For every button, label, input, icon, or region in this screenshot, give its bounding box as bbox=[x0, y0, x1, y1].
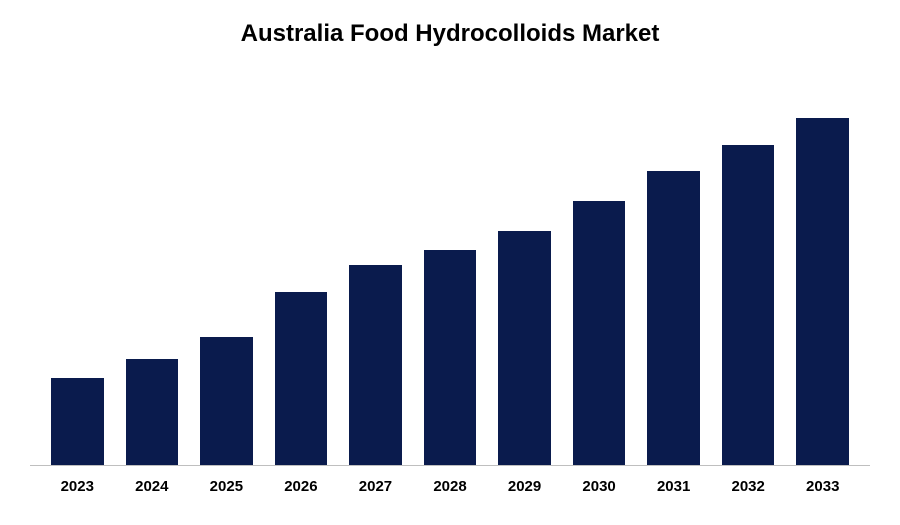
x-axis-label: 2027 bbox=[349, 478, 402, 495]
chart-title: Australia Food Hydrocolloids Market bbox=[30, 20, 870, 48]
chart-container: Australia Food Hydrocolloids Market 2023… bbox=[0, 0, 900, 525]
bar bbox=[126, 359, 179, 465]
x-axis-label: 2029 bbox=[498, 478, 551, 495]
x-axis-label: 2024 bbox=[126, 478, 179, 495]
x-axis-label: 2033 bbox=[796, 478, 849, 495]
x-axis-label: 2025 bbox=[200, 478, 253, 495]
labels-area: 2023 2024 2025 2026 2027 2028 2029 2030 2031 2032… bbox=[30, 466, 870, 495]
bar bbox=[722, 145, 775, 465]
bar bbox=[200, 337, 253, 465]
x-axis-label: 2028 bbox=[424, 478, 477, 495]
bar bbox=[349, 265, 402, 465]
x-axis-label: 2026 bbox=[275, 478, 328, 495]
bar bbox=[647, 171, 700, 465]
x-axis-label: 2031 bbox=[647, 478, 700, 495]
bar bbox=[498, 231, 551, 465]
x-axis-label: 2030 bbox=[573, 478, 626, 495]
bar bbox=[573, 201, 626, 465]
x-axis-label: 2032 bbox=[722, 478, 775, 495]
bar bbox=[51, 378, 104, 465]
chart-area: 2023 2024 2025 2026 2027 2028 2029 2030 2031 2032… bbox=[30, 88, 870, 495]
x-axis-label: 2023 bbox=[51, 478, 104, 495]
bar bbox=[796, 118, 849, 465]
bars-area bbox=[30, 88, 870, 466]
bar bbox=[275, 292, 328, 465]
bar bbox=[424, 250, 477, 465]
